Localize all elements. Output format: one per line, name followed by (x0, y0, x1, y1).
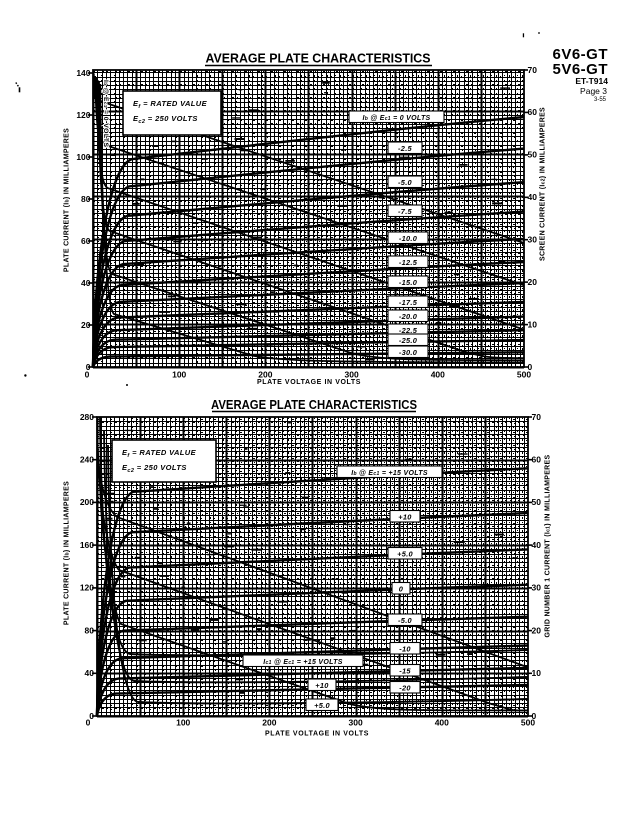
svg-text:40: 40 (85, 668, 95, 678)
svg-text:Ib @ Ec1 = 0 VOLTS: Ib @ Ec1 = 0 VOLTS (102, 80, 109, 147)
svg-text:-22.5: -22.5 (399, 326, 418, 335)
svg-text:PLATE CURRENT (Ib) IN MILLIAMP: PLATE CURRENT (Ib) IN MILLIAMPERES (64, 128, 71, 272)
svg-text:3-55: 3-55 (594, 97, 607, 103)
svg-text:50: 50 (528, 150, 538, 160)
svg-text:-15.0: -15.0 (399, 278, 418, 287)
svg-text:Ec2 = 250 VOLTS: Ec2 = 250 VOLTS (133, 114, 198, 125)
svg-text:280: 280 (80, 412, 94, 422)
svg-text:AVERAGE PLATE CHARACTERISTICS: AVERAGE PLATE CHARACTERISTICS (206, 51, 431, 66)
svg-text:60: 60 (532, 455, 542, 465)
svg-text:-12.5: -12.5 (399, 258, 418, 267)
svg-text:40: 40 (528, 192, 538, 202)
svg-text:ET-T914: ET-T914 (575, 76, 608, 86)
svg-text:0: 0 (528, 362, 533, 372)
svg-text:100: 100 (76, 152, 90, 162)
svg-text:160: 160 (80, 540, 94, 550)
svg-text:PLATE VOLTAGE IN VOLTS: PLATE VOLTAGE IN VOLTS (257, 379, 361, 386)
svg-text:-10: -10 (399, 644, 411, 653)
svg-text:120: 120 (76, 110, 90, 120)
svg-text:AVERAGE PLATE CHARACTERISTICS: AVERAGE PLATE CHARACTERISTICS (211, 397, 417, 412)
svg-text:6V6-GT: 6V6-GT (552, 46, 608, 63)
svg-text:PLATE CURRENT (Ib) IN MILLIAMP: PLATE CURRENT (Ib) IN MILLIAMPERES (64, 481, 71, 625)
svg-text:Page 3: Page 3 (580, 86, 607, 96)
svg-text:200: 200 (258, 370, 272, 380)
svg-text:Ib @ Ec1 = 0 VOLTS: Ib @ Ec1 = 0 VOLTS (362, 115, 430, 122)
svg-text:240: 240 (80, 455, 94, 465)
svg-text:60: 60 (81, 236, 91, 246)
svg-text:40: 40 (81, 278, 91, 288)
svg-text:-7.5: -7.5 (398, 207, 413, 216)
svg-text:100: 100 (176, 718, 190, 728)
svg-text:40: 40 (532, 540, 542, 550)
svg-text:PLATE VOLTAGE IN VOLTS: PLATE VOLTAGE IN VOLTS (265, 731, 369, 738)
svg-text:500: 500 (521, 718, 535, 728)
svg-text:Ic1 @ Ec1 = +15 VOLTS: Ic1 @ Ec1 = +15 VOLTS (263, 659, 342, 666)
svg-text:30: 30 (528, 235, 538, 245)
svg-text:GRID NUMBER 1 CURRENT (Ic1) IN: GRID NUMBER 1 CURRENT (Ic1) IN MILLIAMPE… (545, 454, 552, 637)
svg-text:200: 200 (262, 718, 276, 728)
svg-text:-15: -15 (399, 666, 411, 675)
svg-text:-17.5: -17.5 (399, 298, 418, 307)
svg-text:+10: +10 (398, 512, 412, 521)
svg-text:-10.0: -10.0 (399, 234, 418, 243)
svg-text:Ec2 = 250 VOLTS: Ec2 = 250 VOLTS (122, 463, 187, 474)
svg-text:80: 80 (85, 625, 95, 635)
svg-text:-30.0: -30.0 (399, 348, 418, 357)
svg-text:100: 100 (172, 370, 186, 380)
svg-text:-5.0: -5.0 (398, 178, 413, 187)
svg-text:50: 50 (532, 497, 542, 507)
svg-text:SCREEN CURRENT (Ic2) IN MILLIA: SCREEN CURRENT (Ic2) IN MILLIAMPERES (540, 107, 547, 261)
svg-text:140: 140 (76, 68, 90, 78)
svg-text:-2.5: -2.5 (398, 144, 413, 153)
svg-text:5V6-GT: 5V6-GT (552, 61, 608, 78)
svg-text:0: 0 (399, 584, 404, 593)
svg-text:70: 70 (532, 412, 542, 422)
svg-text:-25.0: -25.0 (399, 336, 418, 345)
svg-text:400: 400 (431, 370, 445, 380)
svg-text:120: 120 (80, 583, 94, 593)
svg-text:10: 10 (532, 668, 542, 678)
svg-text:20: 20 (81, 320, 91, 330)
svg-text:60: 60 (528, 107, 538, 117)
svg-text:0: 0 (86, 718, 91, 728)
svg-text:300: 300 (349, 718, 363, 728)
svg-text:20: 20 (528, 277, 538, 287)
svg-text:20: 20 (532, 625, 542, 635)
svg-text:70: 70 (528, 65, 538, 75)
svg-text:400: 400 (435, 718, 449, 728)
svg-text:-5.0: -5.0 (398, 616, 413, 625)
svg-text:+10: +10 (315, 681, 329, 690)
svg-text:0: 0 (532, 711, 537, 721)
svg-text:30: 30 (532, 583, 542, 593)
svg-text:200: 200 (80, 497, 94, 507)
svg-text:-20.0: -20.0 (399, 312, 418, 321)
svg-text:500: 500 (517, 370, 531, 380)
svg-text:80: 80 (81, 194, 91, 204)
svg-text:0: 0 (86, 362, 91, 372)
svg-text:0: 0 (85, 370, 90, 380)
svg-text:+5.0: +5.0 (314, 701, 330, 710)
svg-text:0: 0 (89, 711, 94, 721)
svg-text:+5.0: +5.0 (397, 549, 413, 558)
svg-text:Ef = RATED VALUE: Ef = RATED VALUE (122, 448, 197, 459)
svg-text:10: 10 (528, 319, 538, 329)
svg-text:300: 300 (345, 370, 359, 380)
svg-text:Ef = RATED VALUE: Ef = RATED VALUE (133, 99, 208, 110)
svg-text:Ib @ Ec1 = +15 VOLTS: Ib @ Ec1 = +15 VOLTS (351, 470, 428, 477)
svg-text:-20: -20 (399, 683, 411, 692)
